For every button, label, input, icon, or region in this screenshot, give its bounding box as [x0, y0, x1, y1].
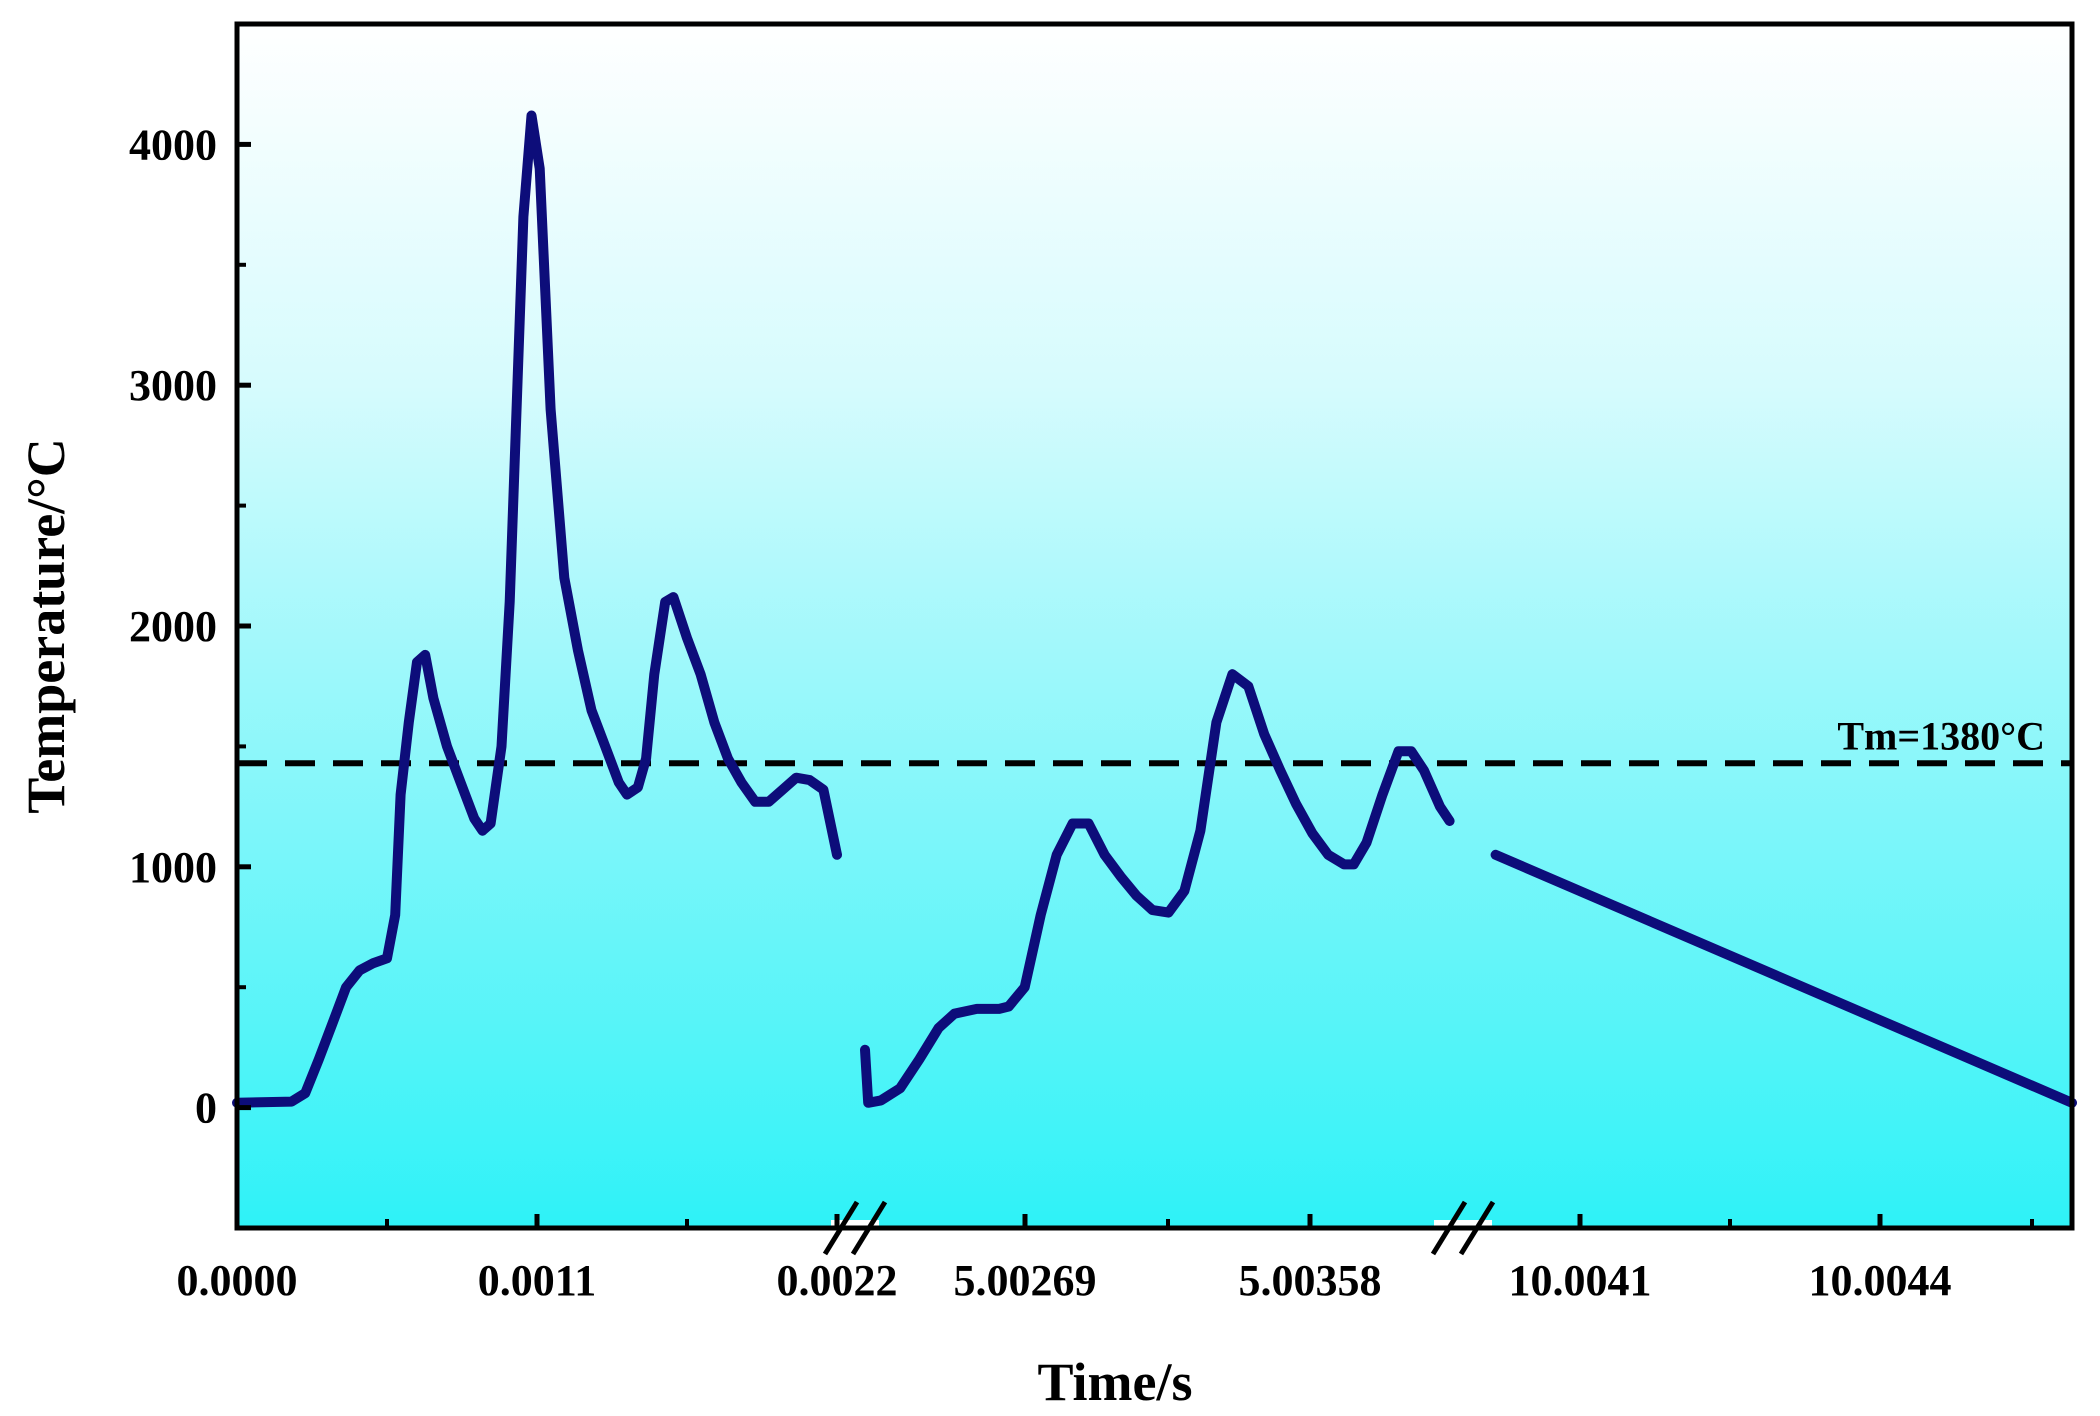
x-tick-label: 0.0022 [777, 1256, 898, 1305]
x-tick-label: 5.00269 [954, 1256, 1097, 1305]
series-line-segment-2 [860, 669, 1455, 1108]
x-tick-label: 0.0011 [478, 1256, 597, 1305]
x-axis-title: Time/s [1037, 1352, 1192, 1412]
melting-point-label: Tm=1380°C [1837, 713, 2045, 758]
x-tick-label: 5.00358 [1239, 1256, 1382, 1305]
y-tick-label: 4000 [129, 120, 217, 169]
y-tick-label: 2000 [129, 602, 217, 651]
y-tick-label: 3000 [129, 361, 217, 410]
x-tick-label: 0.0000 [177, 1256, 298, 1305]
y-tick-label: 1000 [129, 843, 217, 892]
y-axis-title: Temperature/°C [16, 438, 76, 814]
x-tick-label: 10.0041 [1509, 1256, 1652, 1305]
y-tick-label: 0 [195, 1084, 217, 1133]
series-line-segment-3 [1490, 849, 2077, 1108]
x-tick-label: 10.0044 [1809, 1256, 1952, 1305]
series-line-segment-1 [232, 110, 842, 1108]
